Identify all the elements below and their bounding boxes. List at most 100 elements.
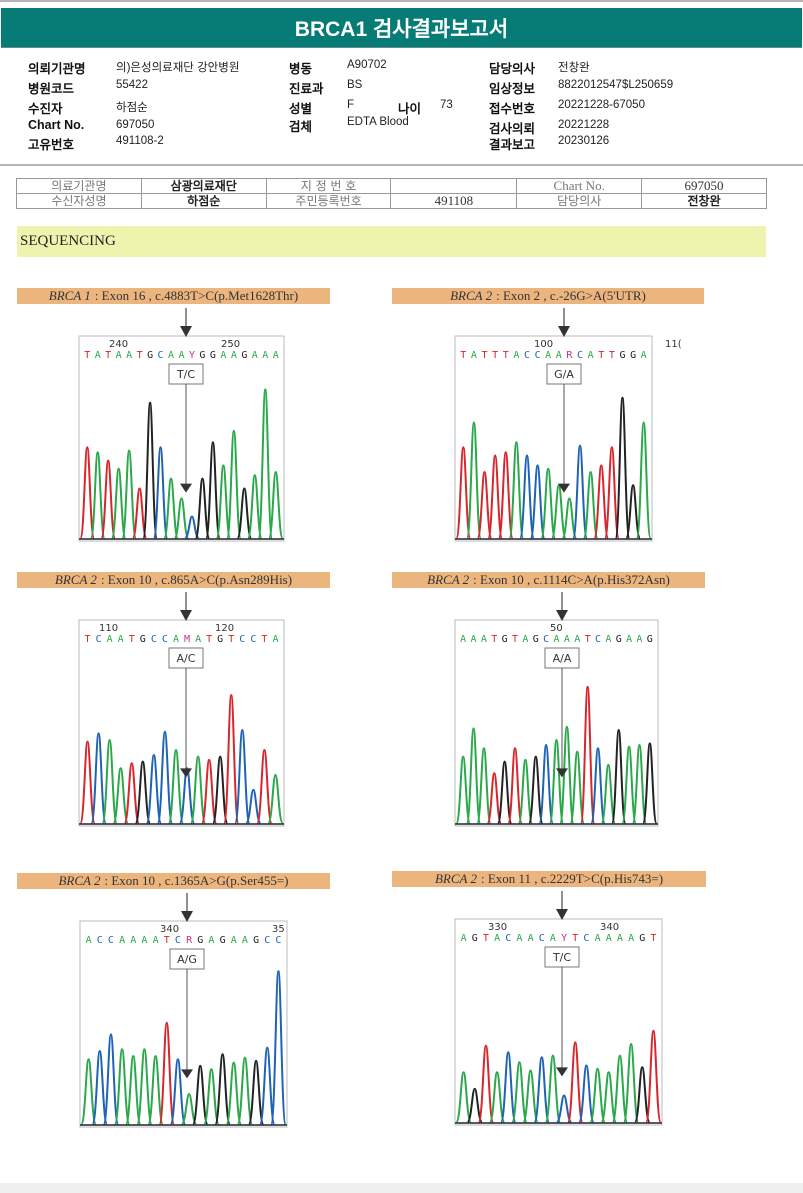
base-call: A [119, 935, 125, 946]
base-call: A [107, 634, 113, 645]
trace-peak [528, 755, 544, 824]
base-call: A [461, 933, 467, 944]
section-title: SEQUENCING [20, 233, 116, 249]
genotype-call: A/C [177, 652, 196, 665]
value-ward: A90702 [347, 59, 387, 71]
base-call: C [583, 933, 589, 944]
trace-peak [538, 743, 554, 824]
base-call: T [460, 350, 466, 361]
base-call: A [130, 935, 136, 946]
value-accession-no: 20221228-67050 [558, 99, 645, 111]
trace-peak [593, 464, 610, 539]
base-call: A [231, 350, 237, 361]
label-hospital-code: 병원코드 [28, 82, 75, 96]
base-call: A [626, 634, 632, 645]
trace-peak [611, 1054, 629, 1123]
base-call: G [199, 350, 205, 361]
genotype-call: A/G [177, 953, 197, 966]
trace-peak [112, 767, 129, 824]
trace-peak [507, 747, 523, 824]
base-call: R [186, 935, 193, 946]
base-call: C [505, 933, 511, 944]
trace-peak [600, 763, 617, 824]
trace-peak [476, 747, 492, 824]
trace-peak [550, 484, 567, 539]
base-call: A [173, 634, 179, 645]
arrow-down-icon [556, 768, 568, 778]
base-call: A [273, 350, 279, 361]
trace-peak [156, 730, 174, 824]
trace-peak [214, 1053, 231, 1125]
arrow-down-icon [181, 911, 193, 922]
genotype-call: T/C [552, 951, 571, 964]
trace-peak [508, 441, 525, 539]
trace-peak [194, 477, 211, 539]
base-call: G [241, 350, 247, 361]
base-call: M [184, 634, 190, 645]
trace-peak [465, 727, 482, 824]
trace-peak [184, 515, 200, 539]
label-sex: 성별 [289, 102, 313, 116]
variant-description: : Exon 2 , c.-26G>A(5'UTR) [496, 288, 646, 303]
base-call: T [85, 634, 91, 645]
gene-name: BRCA 2 [450, 288, 493, 303]
table-cell: 삼광의료재단 [140, 178, 267, 194]
label-patient: 수진자 [28, 102, 63, 116]
base-call: C [158, 350, 164, 361]
base-call: A [494, 933, 500, 944]
base-call: T [598, 350, 604, 361]
base-call: A [118, 634, 124, 645]
trace-peak [173, 497, 190, 539]
base-call: A [574, 634, 580, 645]
trace-peak [121, 449, 137, 539]
genotype-call: T/C [176, 368, 195, 381]
trace-peak [189, 755, 207, 824]
trace-peak [223, 694, 240, 824]
trace-peak [517, 758, 534, 824]
trace-peak [236, 1056, 254, 1125]
base-call: A [168, 350, 174, 361]
base-call: A [231, 935, 237, 946]
value-chart-no: 697050 [116, 119, 155, 131]
trace-peak [113, 1048, 131, 1125]
base-call: A [606, 933, 612, 944]
gene-name: BRCA 1 [48, 288, 91, 303]
trace-peak [247, 474, 263, 539]
trace-peak [487, 454, 504, 539]
trace-peak [267, 773, 284, 824]
trace-peak [582, 470, 599, 539]
chromatogram: 50A A A T G T A G C A A A T C A G A A GA/A [454, 592, 659, 827]
base-call: A [153, 935, 159, 946]
base-call: T [228, 634, 234, 645]
trace-peak [259, 1046, 276, 1125]
variant-panel: 330 340 A G T A C A A C A Y T C A A A A G T T/C BRCA 2: Exon… [392, 871, 712, 1131]
table-cell: 담당의사 [516, 193, 643, 209]
variant-panel: 110 120 T C A A T G C C A M A T G T C C T A A/C BRCA 2: Exon… [17, 572, 337, 832]
base-call: C [151, 634, 157, 645]
arrow-down-icon [558, 483, 570, 493]
base-call: A [86, 935, 92, 946]
base-call: T [585, 634, 591, 645]
position-tick: 35 [272, 924, 285, 935]
trace-peak [79, 740, 96, 824]
table-row: 수신자성명 하점순 주민등록번호 491108 담당의사 전창완 [16, 193, 767, 209]
base-call: G [197, 935, 203, 946]
trace-peak [572, 444, 588, 539]
trace-peak [645, 1029, 662, 1123]
trace-peak [533, 1056, 550, 1123]
variant-description: : Exon 10 , c.1365A>G(p.Ser455=) [104, 873, 289, 888]
trace-peak [226, 429, 242, 539]
label-chart-no: Chart No. [28, 118, 85, 132]
variant-panel: 50 A A A T G T A G C A A A T C A G A A G A/A BRCA 2: Exon 10… [392, 572, 712, 832]
table-cell: 주민등록번호 [265, 193, 392, 209]
base-call: T [650, 933, 656, 944]
position-tick: 110 [99, 623, 118, 634]
base-call: A [628, 933, 634, 944]
position-tick: 120 [215, 623, 234, 634]
base-call: A [262, 350, 268, 361]
base-call: T [105, 350, 111, 361]
variant-description: : Exon 11 , c.2229T>C(p.His743=) [480, 871, 664, 886]
value-department: BS [347, 79, 363, 91]
base-call: T [137, 350, 143, 361]
